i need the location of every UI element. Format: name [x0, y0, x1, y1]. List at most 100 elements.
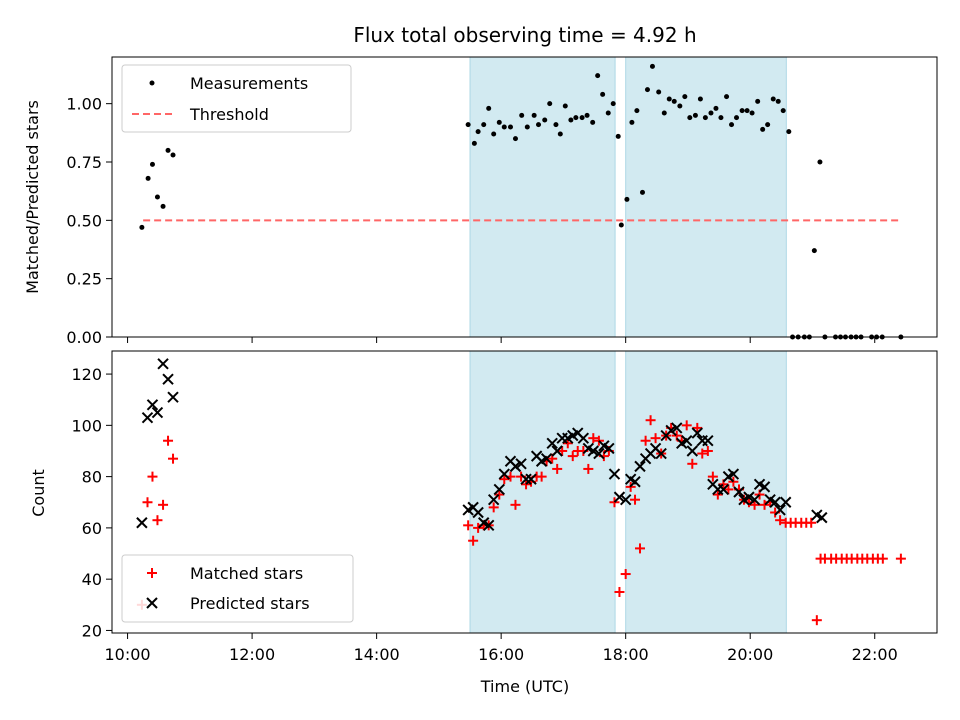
measurement-point — [524, 124, 530, 130]
predicted-star-point — [546, 437, 558, 449]
measurement-point — [481, 122, 487, 128]
measurement-point — [573, 115, 579, 121]
predicted-star-point — [509, 460, 522, 473]
x-b — [472, 506, 484, 519]
top-plot-frame — [111, 56, 938, 338]
legend-matched-marker — [147, 568, 157, 578]
x-b — [151, 406, 164, 419]
x-b — [141, 411, 154, 424]
predicted-star-point — [680, 435, 693, 447]
x-b — [530, 450, 543, 462]
measurement-point — [744, 108, 750, 114]
x-b — [509, 460, 522, 473]
measurement-point — [475, 129, 481, 135]
top-shaded-intervals — [469, 56, 787, 338]
measurement-point — [542, 117, 548, 123]
measurement-point — [708, 110, 714, 116]
x-b — [671, 422, 683, 434]
matched-star-point — [895, 553, 906, 564]
measurement-point — [557, 131, 563, 137]
x-tick-label: 16:00 — [478, 645, 524, 664]
x-b — [504, 455, 517, 467]
measurement-point — [661, 110, 667, 116]
measurement-point — [160, 203, 166, 209]
x-b — [515, 458, 527, 470]
x-b — [546, 437, 558, 449]
bottom-x-axis: 10:00 12:00 14:00 16:00 18:00 20:00 22:00 — [105, 633, 898, 664]
measurement-point — [644, 87, 650, 93]
matched-star-point — [152, 515, 163, 526]
x-b — [467, 501, 479, 514]
predicted-star-point — [551, 445, 563, 457]
legend-predicted-marker — [146, 597, 158, 609]
predicted-star-point — [758, 481, 771, 493]
matched-star-point — [567, 451, 578, 462]
x-tick-label: 10:00 — [105, 645, 151, 664]
x-b — [816, 511, 828, 524]
predicted-star-point — [151, 406, 164, 419]
x-tick-label: 14:00 — [354, 645, 400, 664]
x-b — [619, 493, 632, 506]
x-b — [493, 483, 505, 496]
matched-star-point — [488, 502, 499, 513]
matched-star-point — [645, 415, 656, 426]
predicted-star-point — [141, 411, 154, 424]
measurement-point — [584, 112, 590, 118]
measurement-point — [739, 108, 745, 114]
x-b — [769, 496, 781, 508]
measurement-point — [718, 115, 724, 121]
x-b — [613, 491, 626, 503]
x-b — [748, 493, 761, 506]
predicted-star-point — [162, 373, 174, 385]
bottom-y-axis: 20 40 60 80 100 120 — [71, 365, 112, 640]
x-b — [525, 473, 537, 485]
predicted-star-point — [577, 432, 590, 444]
top-x-ticks — [127, 337, 876, 343]
measurement-point — [817, 159, 823, 165]
y-tick-label: 60 — [82, 519, 102, 538]
x-b — [603, 442, 615, 455]
matched-star-point — [650, 433, 661, 444]
measurement-point — [568, 117, 574, 123]
matched-star-point — [468, 535, 479, 546]
x-b — [587, 445, 600, 457]
measurement-point — [692, 112, 698, 118]
x-b — [753, 478, 766, 491]
predicted-star-point — [702, 435, 714, 447]
matched-star-point — [583, 463, 594, 474]
matched-star-point — [609, 497, 620, 508]
y-tick-label: 0.75 — [66, 153, 102, 172]
measurement-point — [170, 152, 176, 158]
x-b — [162, 373, 174, 385]
measurement-point — [536, 122, 542, 128]
measurement-point — [615, 133, 621, 139]
measurement-point — [770, 96, 776, 102]
measurement-point — [610, 101, 616, 107]
x-b — [520, 473, 532, 485]
x-b — [157, 358, 169, 370]
x-b — [487, 493, 500, 506]
measurement-point — [656, 89, 662, 95]
legend-measurements-marker — [149, 80, 155, 86]
y-tick-label: 0.25 — [66, 270, 102, 289]
measurement-point — [649, 63, 655, 69]
measurement-point — [486, 105, 492, 111]
predicted-star-point — [727, 468, 740, 480]
measurement-point — [501, 124, 507, 130]
matched-star-point — [728, 476, 739, 487]
bottom-plot-frame — [111, 350, 938, 634]
top-y-axis: 0.00 0.25 0.50 0.75 1.00 — [66, 95, 112, 347]
matched-star-point — [811, 615, 822, 626]
predicted-star-point — [691, 427, 703, 439]
measurement-point — [629, 119, 635, 125]
y-tick-label: 0.00 — [66, 328, 102, 347]
measurement-point — [702, 115, 708, 121]
x-b — [498, 468, 510, 480]
measurement-point — [579, 115, 585, 121]
measurement-point — [471, 140, 477, 146]
matched-star-point — [775, 515, 786, 526]
predicted-star-point — [743, 491, 755, 503]
measurement-point — [671, 98, 677, 104]
matched-star-point — [552, 463, 563, 474]
